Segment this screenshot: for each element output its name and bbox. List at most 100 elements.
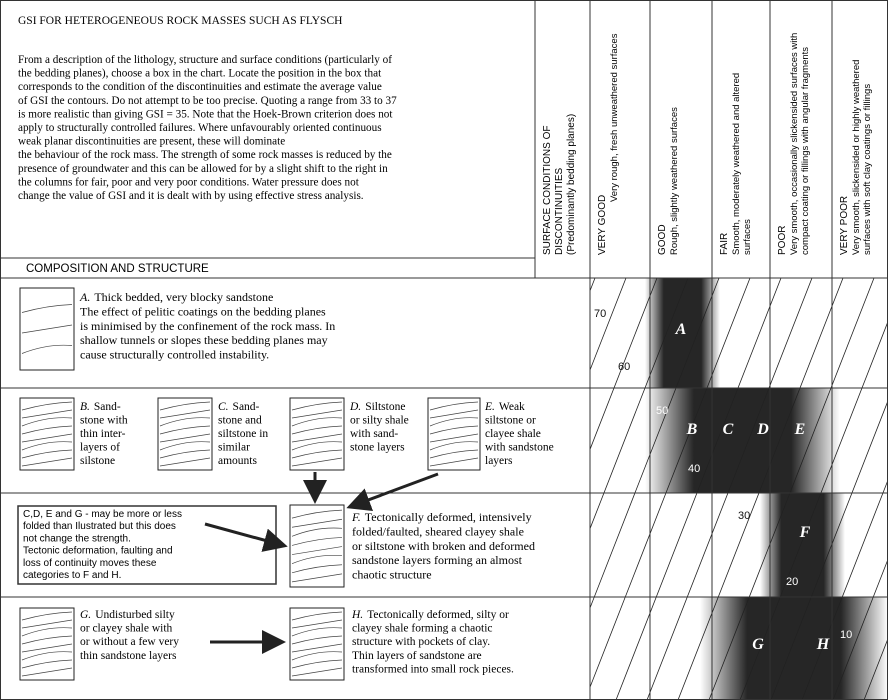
contour-value: 50 bbox=[656, 405, 668, 417]
zone-label: G bbox=[752, 636, 764, 653]
sketch-stroke bbox=[291, 509, 343, 519]
sketch-stroke bbox=[21, 635, 73, 645]
zone-label: D bbox=[756, 421, 769, 438]
item-line: stone with bbox=[80, 415, 128, 427]
sketch-stroke bbox=[159, 401, 211, 411]
item-letter: B. bbox=[80, 401, 90, 413]
item-line: folded/faulted, sheared clayey shale bbox=[352, 524, 524, 538]
guide-line bbox=[708, 278, 875, 700]
item-text: silstone bbox=[80, 455, 115, 467]
sketch-stroke bbox=[291, 409, 343, 419]
item-letter: A. bbox=[79, 290, 90, 304]
sketch-stroke bbox=[429, 441, 479, 451]
sketch-stroke bbox=[429, 425, 479, 435]
sketch-stroke bbox=[21, 619, 73, 629]
sketch-stroke bbox=[291, 425, 343, 435]
item-text: amounts bbox=[218, 455, 257, 467]
guide-line bbox=[615, 278, 782, 700]
sketch-stroke bbox=[291, 518, 343, 528]
description-line: the behaviour of the rock mass. The stre… bbox=[18, 149, 392, 161]
column-rating: FAIR bbox=[719, 233, 730, 255]
column-rating: POOR bbox=[777, 226, 788, 255]
contour-value: 70 bbox=[594, 308, 606, 320]
column-description: compact coating or fillings with angular… bbox=[800, 47, 811, 255]
item-text: siltstone in bbox=[218, 428, 268, 440]
item-line: with sand- bbox=[350, 428, 398, 440]
sketch-stroke bbox=[291, 527, 343, 537]
contour-value: 40 bbox=[688, 463, 700, 475]
sketch-stroke bbox=[21, 324, 73, 334]
sketch-stroke bbox=[21, 667, 73, 677]
zone-label: H bbox=[816, 636, 830, 653]
item-text: folded/faulted, sheared clayey shale bbox=[352, 524, 524, 538]
guide-line bbox=[801, 478, 888, 700]
item-text: with sandstone bbox=[485, 442, 554, 454]
item-line: Tectonically deformed, intensively bbox=[365, 510, 532, 524]
sketch-stroke bbox=[291, 611, 343, 621]
rock-sketch bbox=[289, 504, 345, 588]
zone-label: B bbox=[686, 421, 698, 438]
item-line: or siltstone with broken and deformed bbox=[352, 539, 535, 553]
column-description: surfaces with soft clay coatings or fill… bbox=[862, 84, 873, 255]
zone-shade bbox=[700, 597, 888, 700]
contour-value: 20 bbox=[786, 576, 798, 588]
guide-line bbox=[832, 558, 888, 700]
sketch-stroke bbox=[291, 417, 343, 427]
sketch-stroke bbox=[291, 555, 343, 564]
sketch-stroke bbox=[291, 573, 343, 583]
item-line: transformed into small rock pieces. bbox=[352, 663, 514, 675]
note-line: categories to F and H. bbox=[23, 570, 121, 581]
zone-shade bbox=[760, 493, 845, 597]
sketch-stroke bbox=[21, 401, 73, 411]
contour-value: 60 bbox=[618, 361, 630, 373]
guide-line bbox=[677, 278, 844, 700]
item-text: D. Siltstone bbox=[349, 401, 405, 413]
item-line: Sand- bbox=[94, 401, 121, 413]
item-line: layers bbox=[485, 455, 513, 467]
surface-conditions-heading: SURFACE CONDITIONS OF bbox=[542, 126, 553, 255]
item-line: sandstone layers forming an almost bbox=[352, 553, 523, 567]
item-text: thin inter- bbox=[80, 428, 126, 440]
sketch-stroke bbox=[291, 667, 343, 677]
item-line: stone and bbox=[218, 415, 262, 427]
sketch-stroke bbox=[429, 409, 479, 419]
guide-line bbox=[646, 278, 813, 700]
composition-label: COMPOSITION AND STRUCTURE bbox=[26, 263, 209, 275]
item-text: B. Sand- bbox=[80, 401, 121, 413]
item-text: G. Undisturbed silty bbox=[80, 609, 175, 621]
item-text: thin sandstone layers bbox=[80, 650, 177, 662]
sketch-stroke bbox=[21, 304, 73, 313]
item-line: clayey shale forming a chaotic bbox=[352, 623, 493, 635]
description-line: of GSI the contours. Do not attempt to b… bbox=[18, 95, 397, 107]
item-text: F. Tectonically deformed, intensively bbox=[351, 510, 532, 524]
sketch-stroke bbox=[291, 659, 343, 669]
item-text: clayee shale bbox=[485, 428, 541, 440]
item-line: Sand- bbox=[233, 401, 260, 413]
item-text: A. Thick bedded, very blocky sandstone bbox=[79, 290, 273, 304]
sketch-stroke bbox=[291, 564, 343, 574]
item-text: shallow tunnels or slopes these bedding … bbox=[80, 333, 328, 347]
column-description: surfaces bbox=[742, 219, 753, 255]
description-line: weak planar discontinuities are present,… bbox=[18, 136, 285, 148]
item-text: sandstone layers forming an almost bbox=[352, 553, 523, 567]
item-line: silstone bbox=[80, 455, 115, 467]
item-letter: G. bbox=[80, 609, 91, 621]
arrow bbox=[346, 472, 439, 511]
rock-sketch bbox=[19, 397, 75, 471]
sketch-stroke bbox=[21, 457, 73, 467]
arrows bbox=[204, 472, 439, 654]
zone-label: F bbox=[799, 524, 811, 541]
item-line: Thin layers of sandstone are bbox=[352, 650, 482, 662]
item-letter: E. bbox=[484, 401, 495, 413]
item-line: thin inter- bbox=[80, 428, 126, 440]
description-line: change the value of GSI and it is dealt … bbox=[18, 190, 364, 202]
column-description: Very rough, fresh unweathered surfaces bbox=[609, 33, 620, 202]
item-letter: D. bbox=[349, 401, 361, 413]
gsi-zones bbox=[645, 278, 888, 700]
sketch-stroke bbox=[429, 401, 479, 411]
description-line: corresponds to the condition of the disc… bbox=[18, 81, 382, 93]
sketch-stroke bbox=[291, 457, 343, 467]
contour-value: 30 bbox=[738, 510, 750, 522]
column-rating: VERY POOR bbox=[839, 196, 850, 255]
sketch-stroke bbox=[21, 659, 73, 669]
